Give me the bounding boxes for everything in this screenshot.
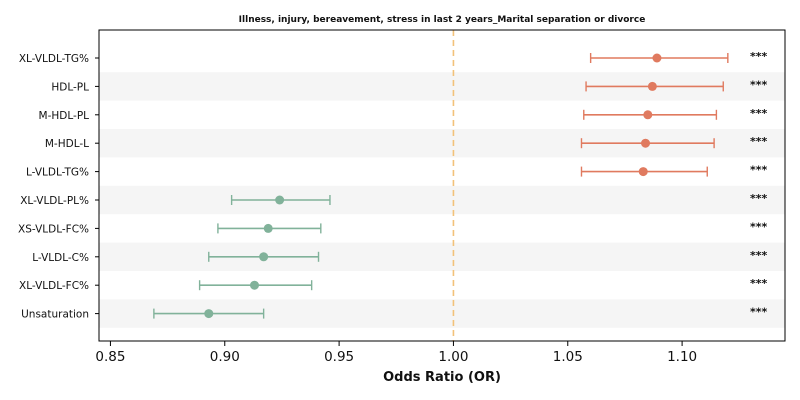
forest-row: XL-VLDL-PL% *** (20, 192, 767, 207)
odds-ratio-point (638, 167, 648, 177)
x-tick-label: 1.05 (553, 349, 583, 365)
significance-label: *** (750, 107, 768, 120)
x-axis-label: Odds Ratio (OR) (383, 370, 501, 385)
forest-row: XL-VLDL-TG% *** (19, 50, 768, 65)
x-tick-label: 0.85 (95, 349, 125, 365)
forest-row: M-HDL-PL *** (39, 107, 768, 122)
significance-label: *** (750, 249, 768, 262)
odds-ratio-point (249, 280, 259, 290)
odds-ratio-point (263, 223, 273, 233)
significance-label: *** (750, 306, 768, 319)
plot-frame (98, 29, 786, 342)
significance-label: *** (750, 220, 768, 233)
row-band (99, 242, 785, 271)
significance-label: *** (750, 78, 768, 91)
significance-label: *** (750, 192, 768, 205)
forest-row: XS-VLDL-FC% *** (18, 220, 767, 235)
y-tick-label: M-HDL-L (45, 138, 89, 150)
y-tick-label: XL-VLDL-TG% (19, 53, 89, 65)
significance-label: *** (750, 50, 768, 63)
odds-ratio-point (643, 110, 653, 120)
forest-row: XL-VLDL-FC% *** (19, 277, 767, 292)
y-tick-label: HDL-PL (51, 81, 89, 93)
x-tick-label: 1.00 (438, 349, 468, 365)
x-tick-label: 0.95 (324, 349, 354, 365)
x-axis: 0.85 0.90 0.95 1.00 1.05 1.10 (95, 341, 697, 365)
x-tick-label: 1.10 (667, 349, 697, 365)
odds-ratio-point (259, 252, 269, 262)
y-tick-label: XL-VLDL-PL% (20, 195, 89, 207)
y-tick-label: Unsaturation (21, 309, 89, 321)
y-tick-label: L-VLDL-C% (32, 252, 89, 264)
significance-label: *** (750, 164, 768, 177)
odds-ratio-point (204, 309, 214, 319)
forest-row: M-HDL-L *** (45, 135, 768, 150)
forest-row: L-VLDL-C% *** (32, 249, 767, 264)
plot-rows: XL-VLDL-TG% ***HDL-PL ***M-HDL-PL ***M-HDL-… (18, 50, 767, 321)
chart-title: Illness, injury, bereavement, stress in … (239, 15, 646, 25)
x-tick-label: 0.90 (210, 349, 240, 365)
forest-row: L-VLDL-TG% *** (26, 164, 767, 179)
y-tick-label: L-VLDL-TG% (26, 167, 89, 179)
y-tick-label: XL-VLDL-FC% (19, 280, 89, 292)
y-tick-label: XS-VLDL-FC% (18, 223, 89, 235)
significance-label: *** (750, 135, 768, 148)
odds-ratio-point (652, 53, 662, 63)
forest-row: HDL-PL *** (51, 78, 767, 93)
row-bands (99, 72, 785, 328)
row-band (99, 185, 785, 215)
forest-row: Unsaturation *** (21, 306, 767, 321)
significance-label: *** (750, 277, 768, 290)
odds-ratio-point (647, 81, 657, 91)
odds-ratio-point (275, 195, 285, 205)
y-tick-label: M-HDL-PL (39, 110, 90, 122)
odds-ratio-point (641, 138, 651, 148)
